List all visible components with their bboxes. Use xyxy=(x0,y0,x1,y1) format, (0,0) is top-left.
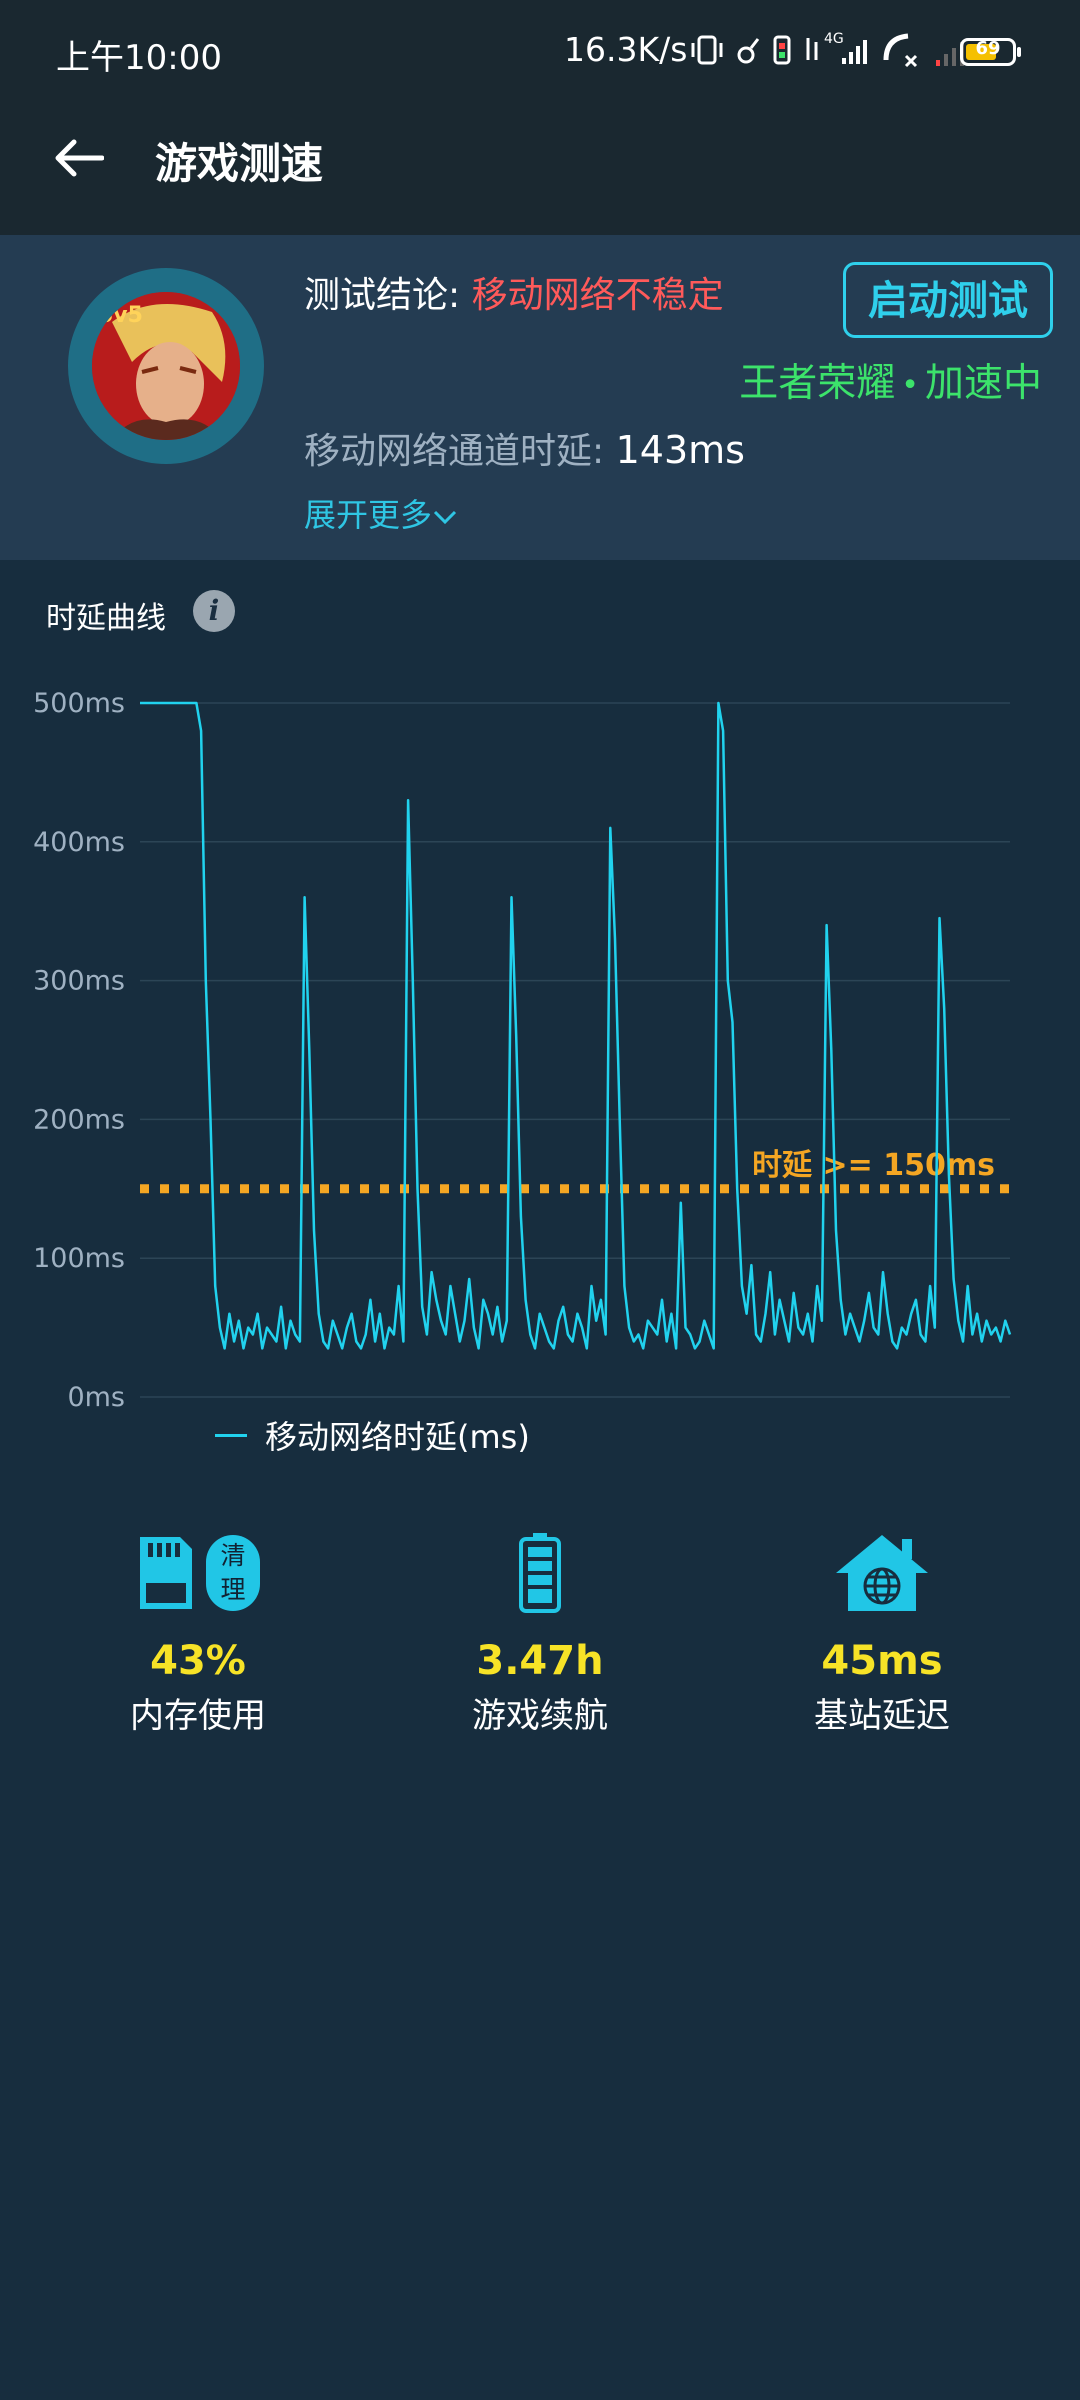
info-icon[interactable]: i xyxy=(193,590,235,632)
game-state: 加速中 xyxy=(924,361,1042,406)
memory-label: 内存使用 xyxy=(130,1696,266,1736)
sd-card-icon xyxy=(140,1537,192,1609)
expand-label: 展开更多 xyxy=(304,496,433,534)
back-arrow-icon[interactable] xyxy=(52,138,104,178)
battery-level: 69 xyxy=(975,38,1001,59)
y-tick-label: 300ms xyxy=(33,966,125,997)
title-bar xyxy=(0,100,1080,235)
chart-title: 时延曲线 xyxy=(46,601,166,636)
y-tick-label: 500ms xyxy=(33,688,125,719)
legend-label: 移动网络时延(ms) xyxy=(265,1418,530,1456)
stat-memory: 清 理 43% 内存使用 xyxy=(28,1528,368,1737)
stat-battery: 3.47h 游戏续航 xyxy=(370,1528,710,1737)
game-status: 王者荣耀 • 加速中 xyxy=(739,352,1042,408)
sim-icon xyxy=(773,35,791,65)
delay-value: 143ms xyxy=(615,428,745,472)
signal-4g-icon: 4G xyxy=(806,31,867,64)
battery-life-value: 3.47h xyxy=(476,1638,604,1684)
delay-label: 移动网络通道时延: xyxy=(304,431,605,472)
conclusion-value: 移动网络不稳定 xyxy=(471,275,724,316)
game-avatar: 5v5 xyxy=(92,292,240,440)
chevron-down-icon xyxy=(433,510,457,525)
svg-text:4G: 4G xyxy=(824,31,844,47)
alarm-icon xyxy=(737,38,760,64)
y-tick-label: 200ms xyxy=(33,1104,125,1135)
house-globe-icon xyxy=(836,1535,928,1611)
status-time: 上午10:00 xyxy=(56,38,222,78)
legend-swatch xyxy=(215,1433,247,1437)
y-tick-label: 0ms xyxy=(67,1382,125,1413)
battery-life-label: 游戏续航 xyxy=(472,1696,608,1736)
threshold-label: 时延 >= 150ms xyxy=(752,1148,995,1183)
base-delay-value: 45ms xyxy=(821,1638,943,1684)
network-speed: 16.3K/s xyxy=(564,30,688,69)
game-name: 王者荣耀 xyxy=(739,361,896,406)
latency-chart: 0ms 100ms 200ms 300ms 400ms 500ms 时延 >= 150ms xyxy=(33,688,1012,1413)
series-line xyxy=(140,701,1012,1350)
start-test-button[interactable]: 启动测试 xyxy=(843,262,1053,338)
stat-base-station: 45ms 基站延迟 xyxy=(712,1528,1052,1737)
status-bar xyxy=(0,0,1080,100)
page-title: 游戏测速 xyxy=(155,139,324,188)
battery-icon: 69 xyxy=(960,38,1021,66)
status-dot: • xyxy=(901,368,919,403)
memory-value: 43% xyxy=(150,1638,246,1684)
y-tick-label: 400ms xyxy=(33,827,125,858)
battery-fill xyxy=(966,44,997,60)
channel-delay: 移动网络通道时延: 143ms xyxy=(304,422,745,474)
base-delay-label: 基站延迟 xyxy=(814,1696,950,1736)
vibrate-icon xyxy=(691,35,723,65)
y-tick-label: 100ms xyxy=(33,1243,125,1274)
call-icon xyxy=(883,33,918,68)
clean-button[interactable]: 清 理 xyxy=(206,1535,260,1611)
conclusion-label: 测试结论: xyxy=(304,275,461,316)
status-icons: 4G xyxy=(690,30,972,70)
battery-icon xyxy=(519,1533,561,1613)
chart-legend: 移动网络时延(ms) xyxy=(215,1412,530,1458)
expand-more-link[interactable]: 展开更多 xyxy=(304,490,458,536)
test-conclusion: 测试结论: 移动网络不稳定 xyxy=(304,266,724,318)
